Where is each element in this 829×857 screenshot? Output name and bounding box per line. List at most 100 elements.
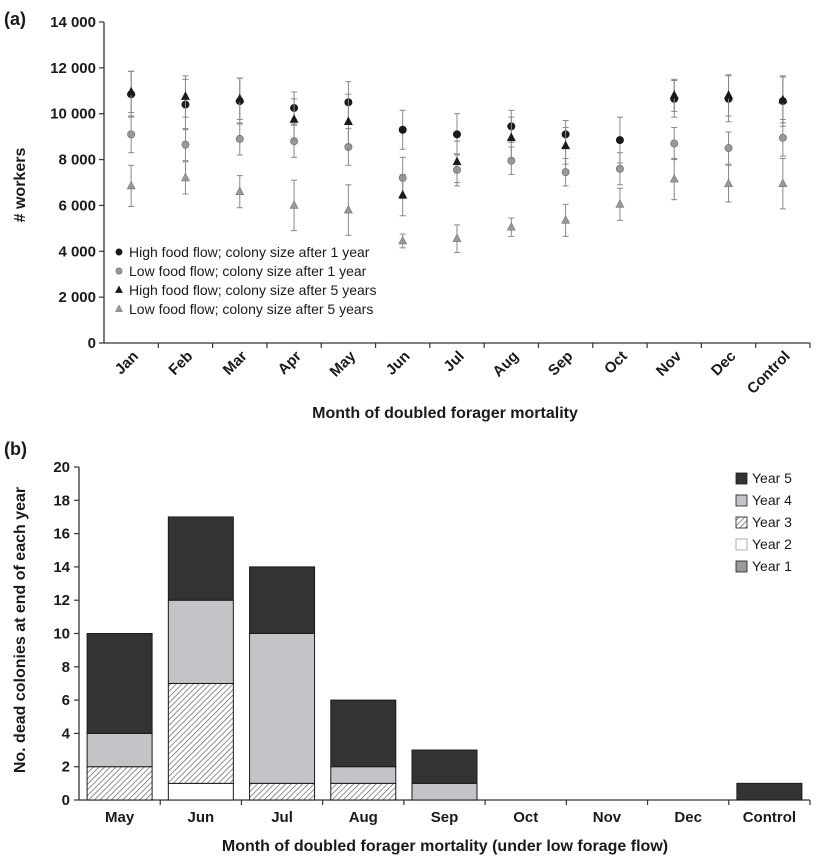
panel-a-y-tick-label: 8 000	[58, 152, 96, 169]
panel-b-x-tick-label: Oct	[513, 809, 538, 826]
panel-b-y-tick-label: 12	[53, 592, 70, 609]
data-point	[724, 144, 733, 153]
legend-marker	[115, 304, 123, 312]
bar-segment-year-4	[86, 732, 153, 768]
panel-b-y-tick-label: 10	[53, 626, 70, 643]
panel-a-x-axis-title: Month of doubled forager mortality	[312, 405, 578, 422]
data-point	[398, 125, 407, 134]
data-point	[289, 114, 299, 123]
data-point	[669, 90, 679, 99]
data-point	[615, 199, 625, 208]
panel-a-x-tick-label: Mar	[220, 348, 251, 379]
panel-a-x-tick-label: Oct	[601, 348, 631, 378]
bar-segment-year-3	[167, 682, 234, 784]
panel-a-x-tick-label: Jul	[440, 348, 467, 375]
legend-label: Low food flow; colony size after 5 years	[129, 301, 373, 317]
data-point	[398, 235, 408, 245]
panel-b-x-axis-title: Month of doubled forager mortality (unde…	[222, 838, 668, 855]
panel-b-x-tick-label: Nov	[593, 809, 622, 826]
panel-b-y-tick-label: 4	[62, 725, 71, 742]
panel-b-y-tick-label: 20	[53, 459, 70, 476]
data-point	[180, 172, 190, 182]
data-point	[343, 116, 353, 126]
bar-segment-year-3	[330, 782, 397, 801]
legend-label: High food flow; colony size after 5 year…	[129, 282, 376, 298]
panel-a-x-tick-label: Nov	[653, 347, 686, 380]
data-point	[724, 178, 734, 187]
legend-marker	[115, 267, 123, 275]
panel-b-x-tick-label: Sep	[431, 809, 459, 826]
data-point	[289, 200, 299, 209]
panel-b-y-tick-label: 8	[62, 659, 70, 676]
panel-a-y-tick-label: 4 000	[58, 243, 96, 260]
legend-swatch	[735, 472, 748, 485]
panel-b-x-tick-label: Aug	[349, 809, 378, 826]
panel-a-x-tick-label: Dec	[708, 348, 739, 379]
panel-a-series-3	[126, 70, 788, 217]
data-point	[235, 93, 245, 103]
data-point	[127, 130, 136, 139]
data-point	[615, 164, 624, 173]
bar-segment-year-5	[411, 749, 478, 784]
panel-b-x-tick-label: Jun	[187, 809, 214, 826]
data-point	[506, 221, 516, 231]
legend-label: Year 3	[752, 514, 792, 530]
panel-a-x-tick-label: Control	[744, 348, 794, 398]
panel-a: (a) # workers Month of doubled forager m…	[4, 9, 811, 422]
panel-b-legend: Year 5 Year 4 Year 3 Year 2 Year 1	[735, 470, 792, 574]
bar-segment-year-4	[249, 633, 316, 784]
data-point	[670, 139, 679, 148]
data-point	[235, 134, 244, 143]
panel-a-series-4	[126, 157, 788, 253]
panel-a-x-tick-label: Jan	[112, 348, 142, 378]
panel-b-y-tick-label: 0	[62, 792, 70, 809]
data-point	[561, 168, 570, 177]
panel-b: (b) No. dead colonies at end of each yea…	[4, 439, 811, 855]
panel-b-y-tick-label: 16	[53, 526, 70, 543]
panel-b-x-tick-label: Jul	[271, 809, 293, 826]
panel-a-label: (a)	[4, 9, 26, 29]
panel-b-y-tick-label: 18	[53, 492, 70, 509]
bar-segment-year-3	[86, 766, 153, 801]
bar-segment-year-4	[167, 599, 234, 684]
data-point	[398, 189, 408, 199]
data-point	[126, 180, 136, 190]
bar-segment-year-5	[330, 699, 397, 768]
bar-segment-year-4	[330, 766, 397, 784]
panel-b-y-axis-title: No. dead colonies at end of each year	[12, 487, 29, 773]
panel-a-x-tick-label: Jun	[383, 348, 414, 379]
data-point	[778, 133, 787, 142]
panel-a-y-tick-label: 6 000	[58, 197, 96, 214]
panel-b-x-tick-label: Control	[743, 809, 796, 826]
panel-b-y-tick-label: 2	[62, 759, 70, 776]
panel-b-y-tick-label: 14	[53, 559, 70, 576]
panel-a-x-tick-label: May	[327, 347, 360, 380]
legend-label: Year 4	[752, 492, 792, 508]
panel-b-label: (b)	[4, 439, 27, 459]
data-point	[452, 156, 462, 166]
bar-segment-year-5	[167, 516, 234, 601]
panel-b-x-tick-label: Dec	[674, 809, 702, 826]
legend-swatch	[735, 560, 748, 573]
data-point	[724, 90, 734, 99]
panel-a-x-tick-label: Sep	[545, 348, 576, 379]
data-point	[181, 140, 190, 149]
data-point	[615, 136, 624, 145]
panel-a-legend: High food flow; colony size after 1 year…	[115, 244, 376, 317]
legend-marker	[115, 248, 123, 256]
bar-segment-year-2	[167, 782, 234, 801]
data-point	[452, 130, 461, 139]
data-point	[778, 94, 788, 104]
bar-segment-year-5	[86, 633, 153, 734]
panel-b-y-tick-label: 6	[62, 692, 70, 709]
data-point	[343, 204, 353, 214]
panel-a-x-tick-label: Aug	[489, 348, 522, 381]
data-point	[235, 186, 245, 195]
legend-marker	[115, 285, 123, 293]
legend-label: Low food flow; colony size after 1 year	[129, 263, 367, 279]
panel-a-x-tick-label: Apr	[275, 348, 305, 378]
legend-label: Year 1	[752, 558, 792, 574]
data-point	[561, 215, 571, 224]
panel-b-x-tick-label: May	[105, 809, 135, 826]
